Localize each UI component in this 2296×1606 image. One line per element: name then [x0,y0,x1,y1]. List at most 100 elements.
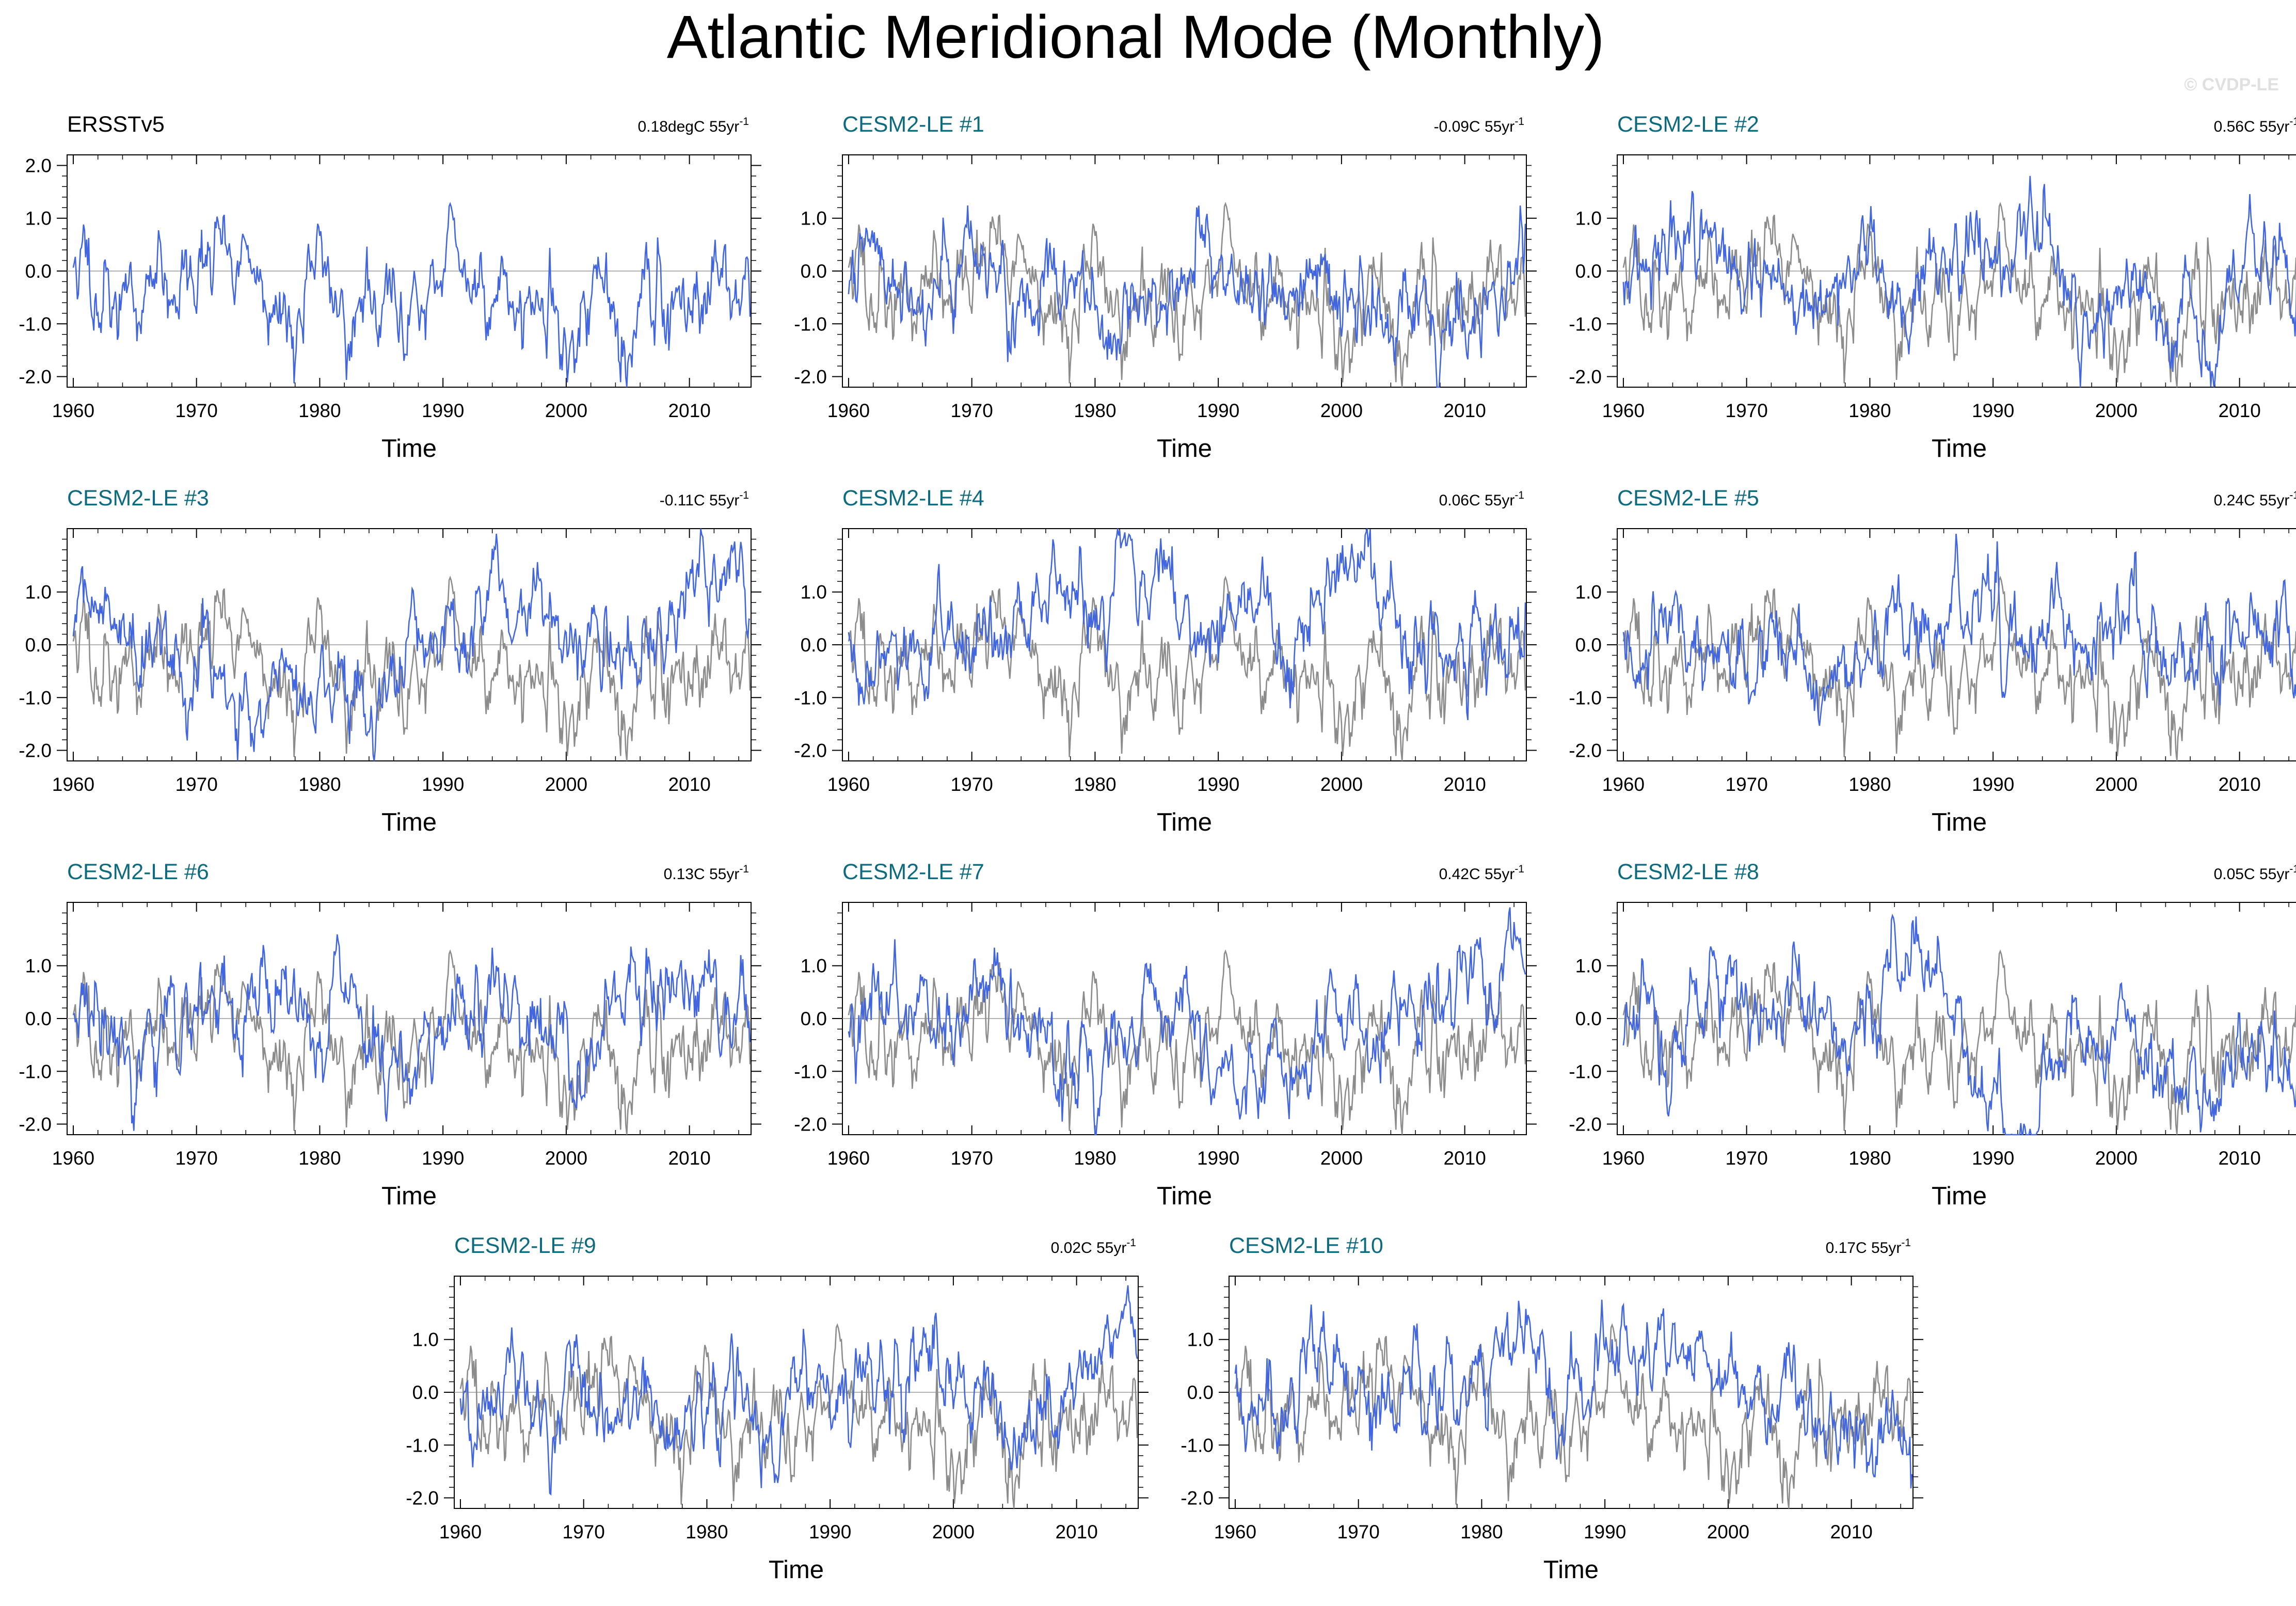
x-tick-label: 2010 [1830,1521,1872,1543]
x-tick-label: 2010 [668,774,710,795]
panels-grid: 1960 1970 1980 1990 2000 2010 2.0 1.0 0.0 -1.0 -2.… [19,112,2296,1584]
y-tick-label: -1.0 [1569,687,1602,708]
x-tick-label: 1970 [951,774,993,795]
x-tick-label: 1980 [1848,774,1891,795]
x-axis-label: Time [1157,808,1212,836]
x-tick-label: 1970 [176,400,218,421]
x-tick-label: 1990 [1197,774,1239,795]
y-tick-label: 1.0 [25,956,52,977]
x-tick-label: 2000 [1320,774,1363,795]
trend-label: 0.42C 55yr-1 [1439,863,1524,883]
trend-label: 0.06C 55yr-1 [1439,489,1524,509]
x-tick-label: 1960 [1602,1148,1645,1169]
panel-cesm2-le-7: 1960 1970 1980 1990 2000 2010 1.0 0.0 -1.0 -2.0 CE… [794,860,1537,1210]
x-tick-label: 1990 [422,400,464,421]
x-tick-label: 2000 [545,400,587,421]
x-tick-label: 2000 [932,1521,975,1543]
trend-label: 0.02C 55yr-1 [1051,1237,1136,1257]
y-tick-label: 0.0 [801,1008,827,1029]
y-tick-label: -2.0 [1569,367,1602,388]
x-tick-label: 1970 [176,1148,218,1169]
model-series-line [459,1285,1138,1496]
panel-cesm2-le-4: 1960 1970 1980 1990 2000 2010 1.0 0.0 -1.0 -2.0 CE… [794,486,1537,836]
reference-series-line [1622,202,2296,388]
y-tick-label: 1.0 [1187,1329,1214,1350]
panel-cesm2-le-3: 1960 1970 1980 1990 2000 2010 1.0 0.0 -1.0 -2.0 CE… [19,486,761,836]
panel-cesm2-le-9: 1960 1970 1980 1990 2000 2010 1.0 0.0 -1.0 -2.0 CE… [406,1233,1149,1584]
model-series-line [848,907,1526,1136]
x-axis-label: Time [381,435,437,463]
panel-cesm2-le-5: 1960 1970 1980 1990 2000 2010 1.0 0.0 -1.0 -2.0 CE… [1569,486,2296,836]
figure-title: Atlantic Meridional Mode (Monthly) [667,3,1605,71]
y-tick-label: -1.0 [794,313,827,335]
y-tick-label: 1.0 [1575,582,1602,603]
x-tick-label: 1990 [1197,400,1239,421]
panel-title: CESM2-LE #3 [67,486,209,511]
x-tick-label: 1960 [1602,400,1645,421]
x-tick-label: 2000 [1320,1148,1363,1169]
x-tick-label: 1970 [1726,774,1768,795]
y-tick-label: -2.0 [1569,1114,1602,1135]
x-tick-label: 1960 [1214,1521,1256,1543]
y-tick-label: -1.0 [1181,1435,1214,1456]
x-tick-label: 2010 [668,400,710,421]
y-tick-label: -1.0 [1569,1061,1602,1082]
x-tick-label: 2000 [1320,400,1363,421]
x-tick-label: 2000 [545,1148,587,1169]
reference-series-line [848,949,1526,1135]
y-tick-label: -2.0 [794,1114,827,1135]
y-tick-label: 2.0 [25,155,52,176]
x-tick-label: 1980 [1848,1148,1891,1169]
panel-title: ERSSTv5 [67,112,165,137]
x-tick-label: 1970 [1337,1521,1380,1543]
panel-title: CESM2-LE #5 [1617,486,1759,511]
x-tick-label: 1980 [1460,1521,1503,1543]
panel-ersstv5: 1960 1970 1980 1990 2000 2010 2.0 1.0 0.0 -1.0 -2.… [19,112,761,463]
x-tick-label: 2010 [1443,400,1486,421]
x-tick-label: 1980 [298,774,341,795]
panel-title: CESM2-LE #6 [67,860,209,884]
reference-series-line [1622,576,2296,761]
y-tick-label: 0.0 [801,634,827,656]
y-tick-label: 0.0 [412,1382,439,1403]
y-tick-label: -2.0 [406,1488,439,1509]
x-axis-label: Time [1932,435,1987,463]
y-tick-label: -2.0 [794,740,827,761]
panel-title: CESM2-LE #7 [842,860,984,884]
x-tick-label: 1990 [1197,1148,1239,1169]
x-axis-label: Time [1543,1556,1599,1584]
x-tick-label: 1970 [563,1521,605,1543]
x-axis-label: Time [769,1556,824,1584]
panel-cesm2-le-1: 1960 1970 1980 1990 2000 2010 1.0 0.0 -1.0 -2.0 CE… [794,112,1537,463]
panel-title: CESM2-LE #8 [1617,860,1759,884]
reference-series-line [1622,949,2296,1135]
x-tick-label: 1970 [1726,1148,1768,1169]
y-tick-label: 1.0 [801,582,827,603]
x-tick-label: 2000 [1707,1521,1749,1543]
y-tick-label: 0.0 [1575,261,1602,282]
y-tick-label: -1.0 [406,1435,439,1456]
x-tick-label: 1980 [685,1521,728,1543]
x-axis-label: Time [1932,808,1987,836]
y-tick-label: -2.0 [794,367,827,388]
x-tick-label: 2000 [2095,1148,2138,1169]
x-axis-label: Time [1157,1182,1212,1210]
trend-label: 0.13C 55yr-1 [664,863,749,883]
x-axis-label: Time [1157,435,1212,463]
x-tick-label: 1960 [52,774,94,795]
x-tick-label: 1960 [439,1521,482,1543]
model-series-line [848,528,1526,720]
model-series-line [1234,1299,1913,1489]
y-tick-label: 0.0 [801,261,827,282]
x-axis-label: Time [1932,1182,1987,1210]
x-tick-label: 1980 [298,400,341,421]
model-series-line [1622,533,2296,726]
panel-title: CESM2-LE #2 [1617,112,1759,137]
x-tick-label: 2010 [2218,400,2260,421]
trend-label: 0.17C 55yr-1 [1826,1237,1911,1257]
y-tick-label: -2.0 [1181,1488,1214,1509]
y-tick-label: 0.0 [25,634,52,656]
panel-cesm2-le-6: 1960 1970 1980 1990 2000 2010 1.0 0.0 -1.0 -2.0 CE… [19,860,761,1210]
y-tick-label: 1.0 [801,956,827,977]
